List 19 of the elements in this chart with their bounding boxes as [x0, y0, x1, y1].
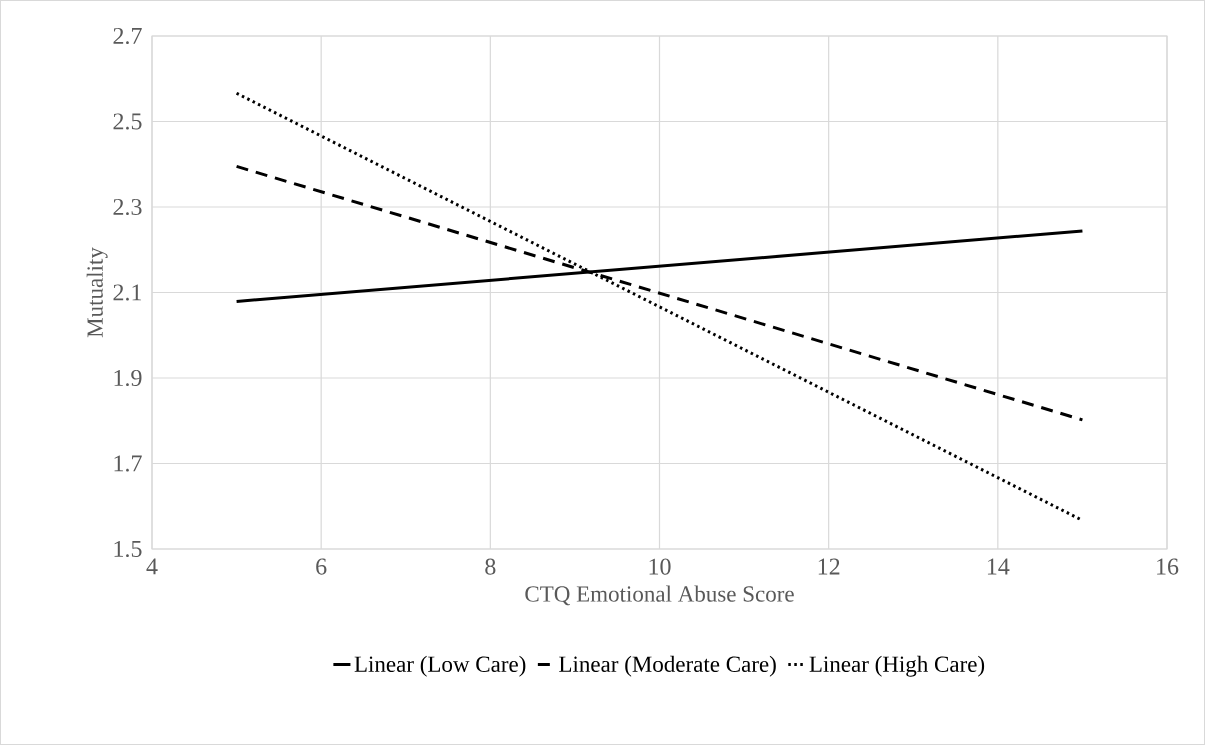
x-tick-label: 6 [316, 558, 327, 575]
y-tick-label: 2.3 [113, 198, 142, 216]
legend-label: Linear (Low Care) [354, 655, 526, 677]
legend-label: Linear (High Care) [809, 655, 985, 677]
y-tick-label: 2.1 [113, 284, 142, 301]
y-tick-label: 2.5 [113, 113, 142, 130]
x-tick-label: 10 [649, 558, 671, 575]
legend-label: Linear (Moderate Care) [559, 655, 776, 677]
x-tick-label: 16 [1157, 558, 1179, 575]
x-tick-label: 4 [146, 558, 158, 575]
y-axis-title: Mutuality [86, 247, 108, 338]
x-tick-label: 12 [818, 558, 840, 575]
x-tick-label: 8 [485, 558, 496, 575]
x-axis-title: CTQ Emotional Abuse Score [525, 585, 794, 606]
y-tick-label: 1.9 [114, 369, 142, 387]
y-tick-label: 1.5 [114, 540, 142, 558]
y-tick-label: 1.7 [114, 455, 142, 472]
y-tick-label: 2.7 [113, 27, 142, 45]
x-tick-label: 14 [987, 558, 1010, 575]
